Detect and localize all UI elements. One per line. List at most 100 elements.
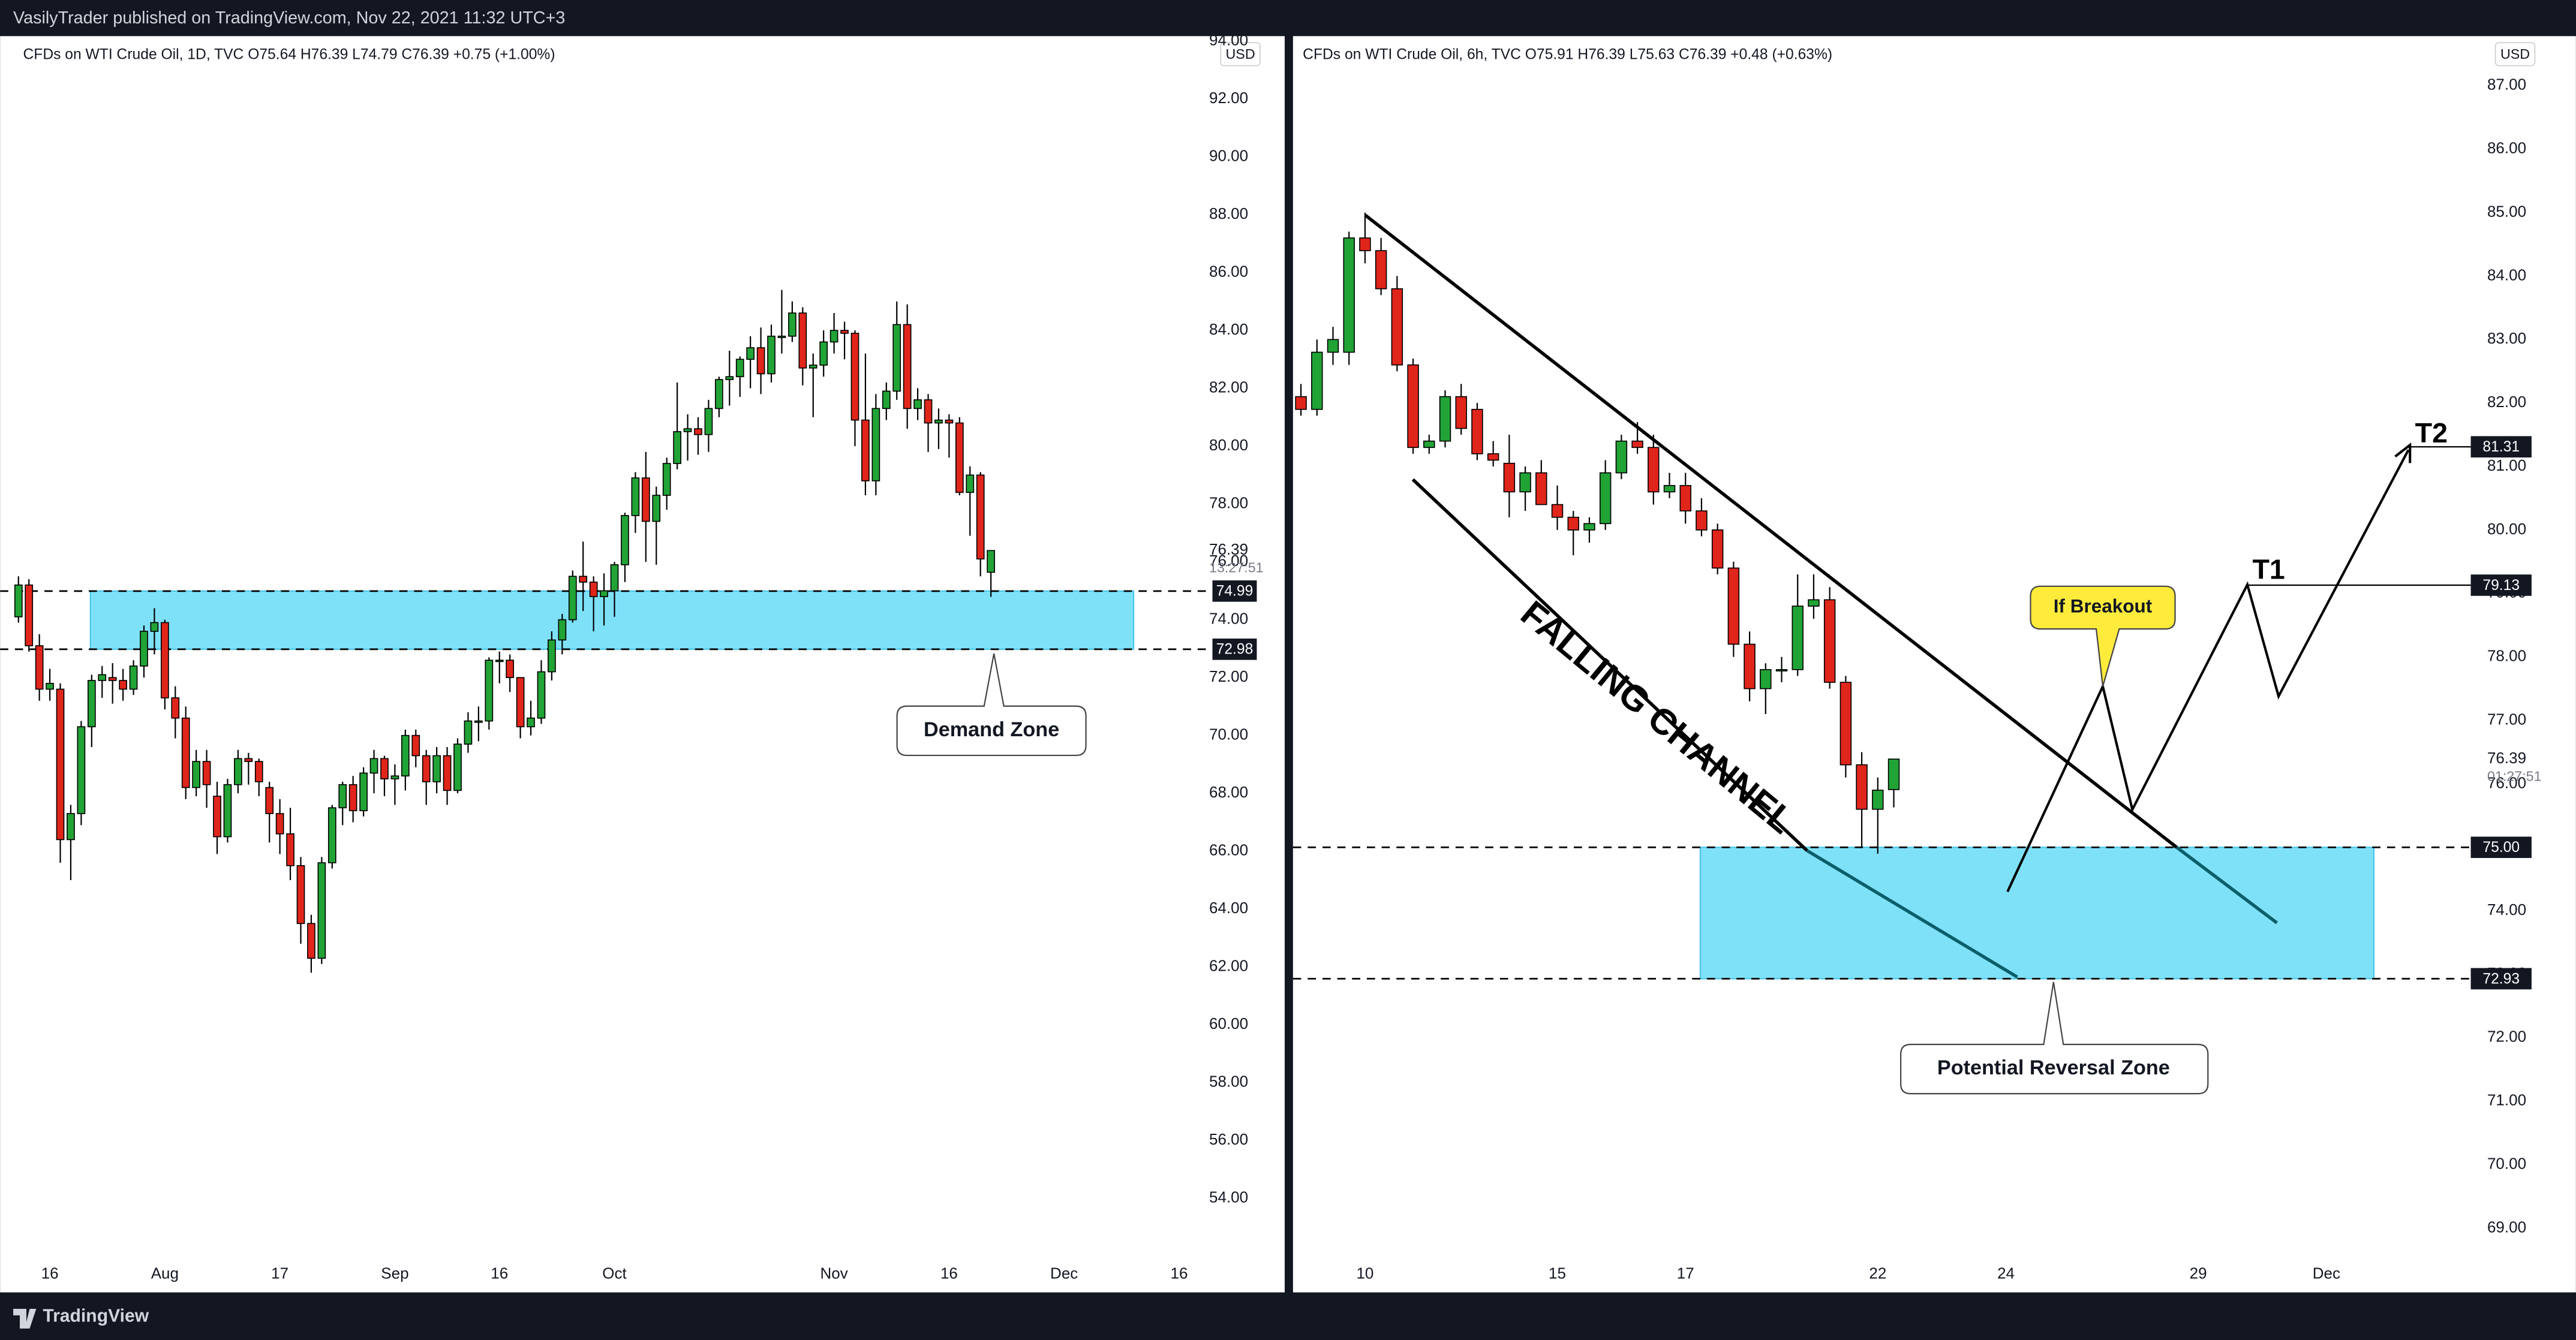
- price-tag: [2470, 574, 2532, 596]
- candle-body: [338, 784, 347, 809]
- x-tick-label: 15: [1549, 1264, 1566, 1282]
- x-tick-label: Aug: [151, 1264, 179, 1282]
- candle-body: [1679, 484, 1691, 511]
- candle-body: [401, 734, 410, 777]
- y-tick-label: 81.00: [2487, 456, 2526, 474]
- y-tick-label: 76.00: [2487, 773, 2526, 791]
- price-tag: [1212, 639, 1257, 660]
- arrow-head: [2394, 442, 2412, 463]
- candle-body: [746, 347, 755, 360]
- candle-body: [808, 365, 817, 369]
- target-label: T2: [2415, 417, 2448, 448]
- candle-body: [202, 761, 211, 785]
- price-tag: [2470, 968, 2532, 990]
- y-tick-label: 94.00: [1209, 31, 1248, 49]
- candle-body: [829, 330, 838, 343]
- candle-body: [1375, 250, 1387, 290]
- candle-body: [254, 761, 263, 782]
- y-tick-label: 85.00: [2487, 202, 2526, 220]
- candle-body: [108, 677, 117, 681]
- candle-body: [506, 660, 515, 678]
- bar-countdown: 01:27:51: [2487, 768, 2542, 784]
- zone-group: [0, 590, 1213, 651]
- x-tick-label: 24: [1997, 1264, 2015, 1282]
- candle-body: [359, 772, 368, 811]
- candle-body: [150, 622, 159, 632]
- y-tick-label: 84.00: [2487, 266, 2526, 284]
- price-tag: [2470, 836, 2532, 859]
- channel-lower: [1411, 478, 1808, 852]
- candle-body: [1455, 396, 1467, 429]
- candle-body: [1711, 529, 1724, 569]
- candle-body: [275, 813, 284, 835]
- candle-body: [1359, 237, 1371, 251]
- symbol-legend: CFDs on WTI Crude Oil, 6h, TVC O75.91 H7…: [1303, 46, 1832, 62]
- x-tick-label: Nov: [820, 1264, 848, 1282]
- currency-box: [1220, 42, 1261, 67]
- y-tick-label: 92.00: [1209, 89, 1248, 107]
- candle-body: [390, 775, 399, 779]
- candle-body: [1887, 758, 1900, 790]
- candle-body: [422, 755, 431, 782]
- x-tick-label: 17: [271, 1264, 288, 1282]
- candle-body: [380, 758, 389, 779]
- candle-body: [976, 474, 985, 560]
- reversal-text: Potential Reversal Zone: [1937, 1056, 2170, 1079]
- currency-box: [2494, 42, 2536, 67]
- currency: USD: [1226, 46, 1255, 62]
- candle-body: [432, 755, 441, 782]
- y-tick-label: 74.00: [1209, 610, 1248, 628]
- candle-body: [35, 645, 44, 690]
- zone: [89, 590, 1135, 650]
- candle-body: [171, 697, 180, 719]
- candle-body: [223, 784, 232, 838]
- y-tick-label: 72.00: [1209, 667, 1248, 685]
- candle-body: [558, 619, 567, 641]
- candle-body: [244, 758, 253, 762]
- y-tick-label: 68.00: [1209, 783, 1248, 801]
- candle-body: [1567, 516, 1579, 531]
- y-tick-label: 84.00: [1209, 320, 1248, 338]
- candle-body: [1423, 440, 1435, 448]
- y-tick-label: 58.00: [1209, 1073, 1248, 1091]
- candle-body: [464, 720, 473, 745]
- candle-body: [265, 787, 274, 814]
- demand-callout: [896, 653, 1087, 757]
- y-tick-label: 60.00: [1209, 1014, 1248, 1032]
- candle-body: [1631, 440, 1643, 448]
- divider: [1285, 36, 1293, 1293]
- price-tag-label: 72.93: [2482, 971, 2520, 987]
- candle-body: [662, 463, 671, 496]
- y-tick-label: 90.00: [1209, 146, 1248, 164]
- candle-body: [1648, 447, 1660, 493]
- candle-body: [631, 477, 640, 516]
- y-tick-label: 78.00: [1209, 493, 1248, 511]
- y-tick-label: 86.00: [2487, 139, 2526, 157]
- y-tick-label: 76.00: [1209, 552, 1248, 570]
- candle-body: [819, 341, 828, 366]
- price-tag-label: 81.31: [2482, 439, 2520, 455]
- candle-body: [286, 833, 294, 866]
- y-tick-label: 64.00: [1209, 899, 1248, 917]
- candle-body: [1551, 504, 1564, 518]
- candle-body: [516, 677, 525, 728]
- candle-body: [589, 582, 598, 597]
- candle-body: [1760, 669, 1772, 689]
- candle-body: [129, 666, 138, 690]
- candle-body: [1808, 599, 1820, 607]
- candle-body: [756, 347, 765, 375]
- y-tick-label: 54.00: [1209, 1188, 1248, 1206]
- x-tick-label: 17: [1677, 1264, 1694, 1282]
- candle-body: [1727, 567, 1740, 645]
- x-tick-label: Dec: [1050, 1264, 1078, 1282]
- candle-body: [777, 335, 786, 338]
- candle-body: [1775, 669, 1788, 671]
- y-tick-label: 83.00: [2487, 329, 2526, 347]
- candle-body: [369, 758, 378, 774]
- candle-body: [161, 622, 169, 698]
- price-tag: [1212, 580, 1257, 602]
- price-tag-label: 79.13: [2482, 577, 2520, 594]
- price-tag-label: 74.99: [1216, 583, 1254, 600]
- candle-body: [735, 359, 744, 378]
